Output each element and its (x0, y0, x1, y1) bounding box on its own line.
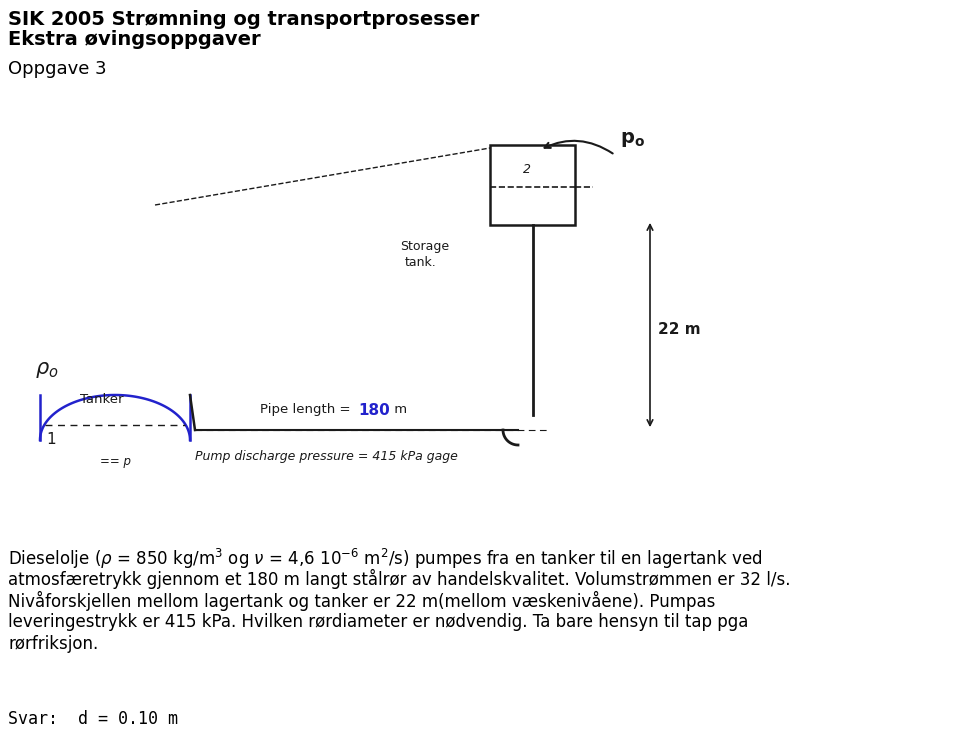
Text: Pipe length =: Pipe length = (260, 403, 355, 416)
Text: $\rho_o$: $\rho_o$ (35, 360, 59, 380)
Text: Nivåforskjellen mellom lagertank og tanker er 22 m(mellom væskenivåene). Pumpas: Nivåforskjellen mellom lagertank og tank… (8, 591, 715, 611)
Text: Storage: Storage (400, 240, 449, 253)
Text: leveringestrykk er 415 kPa. Hvilken rørdiameter er nødvendig. Ta bare hensyn til: leveringestrykk er 415 kPa. Hvilken rørd… (8, 613, 749, 631)
Text: Pump discharge pressure = 415 kPa gage: Pump discharge pressure = 415 kPa gage (195, 450, 458, 463)
Text: 180: 180 (358, 403, 390, 418)
Text: 1: 1 (46, 432, 56, 447)
Text: Oppgave 3: Oppgave 3 (8, 60, 107, 78)
Text: atmosfæretrykk gjennom et 180 m langt stålrør av handelskvalitet. Volumstrømmen : atmosfæretrykk gjennom et 180 m langt st… (8, 569, 790, 589)
Text: m: m (390, 403, 407, 416)
Text: 2: 2 (523, 163, 531, 176)
Text: Tanker: Tanker (80, 393, 124, 406)
Text: tank.: tank. (405, 256, 437, 269)
Text: == p: == p (100, 455, 131, 468)
Text: rørfriksjon.: rørfriksjon. (8, 635, 98, 653)
Bar (490, 145, 575, 225)
Text: Ekstra øvingsoppgaver: Ekstra øvingsoppgaver (8, 30, 260, 49)
Text: Dieselolje ($\rho$ = 850 kg/m$^3$ og $\nu$ = 4,6 10$^{-6}$ m$^2$/s) pumpes fra e: Dieselolje ($\rho$ = 850 kg/m$^3$ og $\n… (8, 547, 762, 571)
Text: SIK 2005 Strømning og transportprosesser: SIK 2005 Strømning og transportprosesser (8, 10, 479, 29)
Text: 22 m: 22 m (658, 323, 701, 338)
Text: $\mathbf{p_o}$: $\mathbf{p_o}$ (620, 130, 645, 149)
Text: Svar:  d = 0.10 m: Svar: d = 0.10 m (8, 710, 178, 728)
